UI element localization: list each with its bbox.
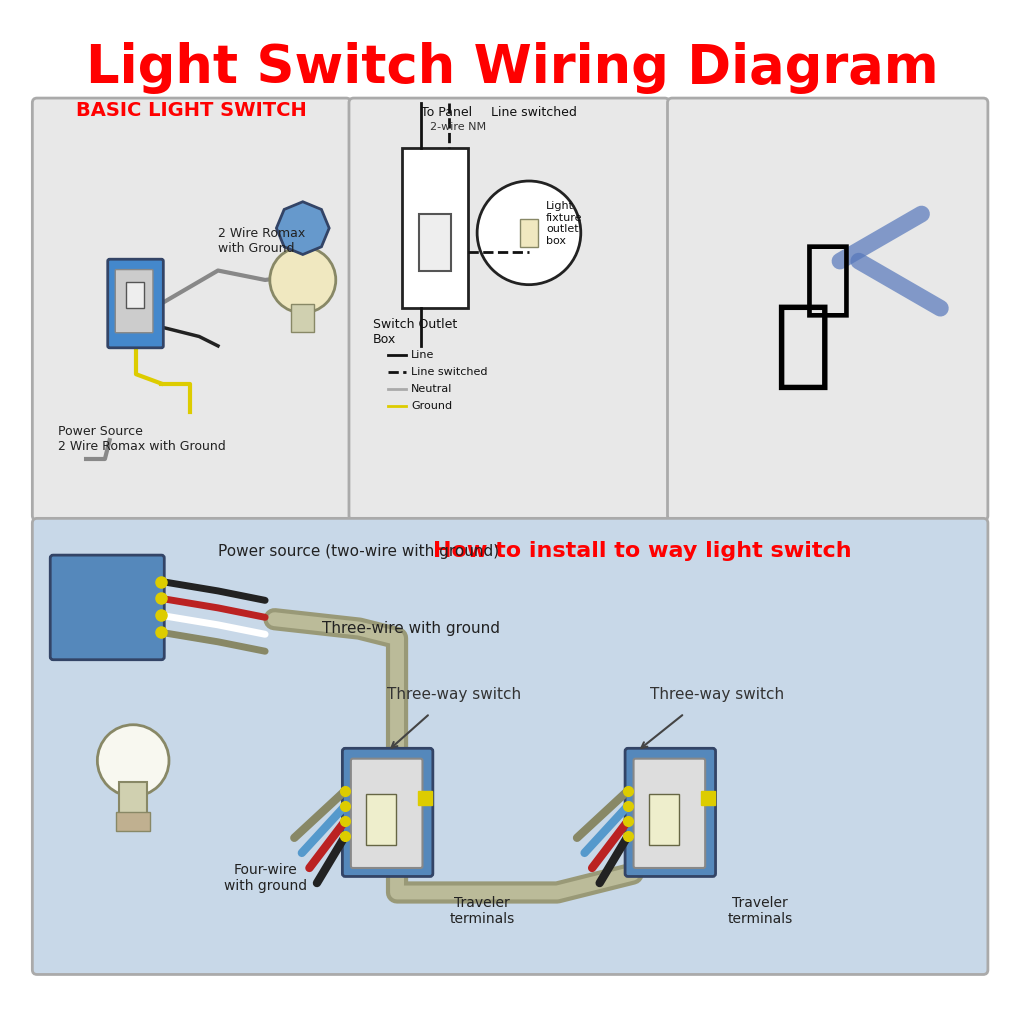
FancyBboxPatch shape — [50, 555, 164, 659]
Text: 2-wire NM: 2-wire NM — [430, 122, 486, 132]
Bar — [401, 148, 468, 308]
Text: Power Source
2 Wire Romax with Ground: Power Source 2 Wire Romax with Ground — [57, 425, 225, 452]
FancyBboxPatch shape — [33, 99, 351, 520]
Text: Line switched: Line switched — [412, 368, 487, 377]
Text: BASIC LIGHT SWITCH: BASIC LIGHT SWITCH — [76, 101, 307, 120]
Text: Light
fixture
outlet
box: Light fixture outlet box — [546, 201, 583, 246]
Circle shape — [97, 724, 169, 797]
Text: Ground: Ground — [412, 401, 453, 411]
Text: 2 Wire Romax
with Ground: 2 Wire Romax with Ground — [218, 227, 305, 255]
FancyBboxPatch shape — [108, 259, 163, 347]
Text: 🤖: 🤖 — [773, 300, 831, 392]
Bar — [126, 281, 144, 308]
Text: Light Switch Wiring Diagram: Light Switch Wiring Diagram — [86, 42, 938, 93]
FancyBboxPatch shape — [351, 759, 423, 868]
FancyBboxPatch shape — [116, 269, 153, 332]
Text: Traveler
terminals: Traveler terminals — [727, 896, 793, 927]
Text: Neutral: Neutral — [412, 384, 453, 394]
Text: To Panel: To Panel — [421, 106, 472, 119]
FancyBboxPatch shape — [349, 99, 670, 520]
Bar — [292, 304, 314, 332]
Text: 🔧: 🔧 — [803, 240, 853, 320]
Text: How to install to way light switch: How to install to way light switch — [433, 542, 851, 562]
Text: Three-wire with ground: Three-wire with ground — [322, 621, 500, 636]
Text: Power source (two-wire with ground): Power source (two-wire with ground) — [218, 544, 499, 559]
Bar — [648, 793, 679, 845]
Bar — [519, 218, 539, 247]
Text: Line: Line — [412, 351, 434, 361]
FancyBboxPatch shape — [33, 518, 988, 974]
Bar — [419, 214, 451, 270]
Bar — [116, 813, 151, 831]
Text: Traveler
terminals: Traveler terminals — [450, 896, 514, 927]
Text: Switch Outlet
Box: Switch Outlet Box — [373, 318, 457, 345]
FancyBboxPatch shape — [342, 749, 433, 877]
Circle shape — [477, 181, 581, 284]
FancyBboxPatch shape — [634, 759, 706, 868]
Text: Three-way switch: Three-way switch — [650, 687, 784, 702]
Text: Line switched: Line switched — [492, 106, 578, 119]
Text: Four-wire
with ground: Four-wire with ground — [223, 864, 306, 893]
Text: Three-way switch: Three-way switch — [386, 687, 520, 702]
Bar — [366, 793, 396, 845]
Circle shape — [269, 247, 336, 313]
Bar — [119, 782, 147, 815]
FancyBboxPatch shape — [668, 99, 988, 520]
FancyBboxPatch shape — [625, 749, 716, 877]
